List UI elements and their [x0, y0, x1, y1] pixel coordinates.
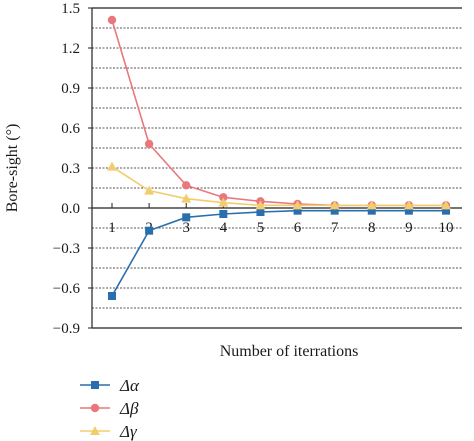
series-line [111, 165, 446, 207]
series-3 [107, 161, 451, 210]
y-axis-title: Bore-sight (°) [4, 124, 21, 213]
data-point [403, 200, 414, 210]
data-point [181, 193, 192, 203]
data-point [292, 200, 303, 210]
x-tick-label: 10 [439, 220, 454, 236]
data-point [107, 161, 117, 171]
y-tick-label: 0.9 [61, 81, 80, 97]
data-point [404, 206, 413, 215]
legend-entry: Δα [80, 376, 140, 395]
data-point [330, 206, 339, 215]
data-point [366, 200, 377, 210]
data-point [293, 206, 302, 215]
series-1 [108, 206, 450, 300]
legend-marker [91, 381, 99, 389]
data-point [255, 200, 266, 210]
data-series [107, 15, 451, 300]
data-point [145, 226, 154, 235]
legend-label: Δβ [119, 399, 139, 418]
data-point [182, 181, 191, 190]
data-point [108, 292, 116, 300]
data-point [329, 200, 340, 210]
data-point [107, 15, 117, 25]
y-tick-label: −0.9 [53, 321, 80, 337]
series-line [111, 209, 446, 297]
x-tick-label: 5 [257, 220, 265, 236]
data-point [219, 193, 228, 202]
data-point [218, 197, 229, 207]
y-tick-label: −0.3 [53, 241, 80, 257]
data-point [219, 210, 228, 218]
legend: Δα Δβ Δγ [80, 376, 140, 441]
x-tick-label: 4 [220, 220, 228, 236]
y-tick-label: 0.0 [61, 201, 80, 217]
legend-label: Δα [119, 376, 140, 395]
legend-label: Δγ [119, 422, 138, 441]
legend-marker [90, 426, 100, 435]
legend-entry: Δβ [80, 399, 139, 418]
x-tick-label: 1 [108, 220, 116, 236]
y-tick-label: −0.6 [53, 281, 81, 297]
data-point [441, 200, 451, 210]
legend-marker [90, 403, 100, 413]
y-tick-label: 1.2 [61, 41, 80, 57]
x-tick-label: 7 [331, 220, 339, 236]
y-tick-label: 1.5 [61, 1, 80, 17]
data-point [256, 208, 265, 216]
x-tick-label: 9 [405, 220, 413, 236]
data-point [144, 139, 154, 149]
x-tick-label: 6 [294, 220, 302, 236]
x-axis-title: Number of iterrations [220, 343, 359, 360]
data-point [144, 185, 155, 195]
series-2 [107, 15, 451, 210]
grid-lines [92, 27, 462, 309]
y-tick-label: 0.6 [61, 121, 80, 137]
legend-entry: Δγ [80, 422, 138, 441]
y-tick-label: 0.3 [61, 161, 80, 177]
data-point [367, 206, 376, 215]
x-tick-label: 8 [368, 220, 376, 236]
tick-labels: 1.51.20.90.60.30.0−0.3−0.6−0.91234567891… [53, 1, 454, 337]
data-point [182, 213, 191, 222]
data-point [442, 206, 450, 215]
x-tick-label: 3 [182, 220, 190, 236]
